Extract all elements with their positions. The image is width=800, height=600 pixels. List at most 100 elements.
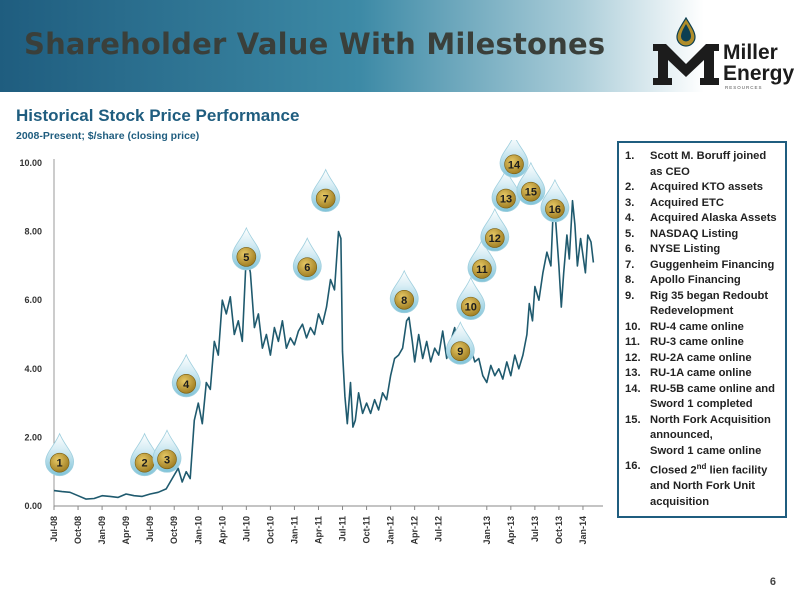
legend-item-text: RU-3 came online <box>650 336 744 348</box>
milestone-coin <box>521 181 541 202</box>
milestone-number: 2 <box>142 458 148 470</box>
legend-item-number: 10. <box>625 320 641 333</box>
milestone-number: 9 <box>457 346 463 358</box>
x-tick-label: Apr-13 <box>506 516 516 545</box>
legend-item: 16. Closed 2nd lien facility and North Fo… <box>625 460 768 508</box>
milestone-coin <box>315 188 336 209</box>
milestone-coin <box>545 199 565 219</box>
milestone-number: 16 <box>549 204 561 216</box>
legend-item-text: Acquired KTO assets <box>650 181 763 193</box>
logo-drop-icon <box>676 16 696 47</box>
legend-item-text: RU-1A came online <box>650 367 752 379</box>
milestone-marker: 1 <box>45 432 75 477</box>
milestone-marker: 9 <box>445 321 475 365</box>
x-tick-label: Apr-09 <box>121 516 131 545</box>
milestone-number: 13 <box>500 194 512 206</box>
legend-item-text: Guggenheim Financing <box>650 258 775 271</box>
y-tick-label: 2.00 <box>24 432 42 442</box>
milestone-coin <box>49 452 70 473</box>
legend-item-text: Scott M. Boruff joined as CEO <box>650 150 767 178</box>
legend-item-number: 5. <box>625 227 635 240</box>
x-tick-label: Jul-08 <box>49 516 59 542</box>
milestone-marker: 13 <box>491 168 521 212</box>
legend-item-text: NYSE Listing <box>650 243 721 255</box>
milestone-number: 1 <box>57 458 63 470</box>
milestone-marker: 15 <box>516 161 546 206</box>
chart-subnote: 2008-Present; $/share (closing price) <box>16 130 200 142</box>
legend-item: 8. Apollo Financing <box>625 273 781 289</box>
milestone-number: 10 <box>465 302 477 314</box>
x-tick-label: Jan-14 <box>578 516 588 545</box>
milestone-marker: 12 <box>480 207 510 252</box>
legend-item-text: Acquired ETC <box>650 196 724 209</box>
legend-item: 15. North Fork Acquisition announced, Swor… <box>625 413 781 460</box>
legend-item-number: 6. <box>625 243 635 255</box>
x-tick-label: Oct-10 <box>265 516 275 544</box>
milestone-number: 5 <box>243 252 249 264</box>
legend-item: 14. RU-5B came online and Sword 1 complet… <box>625 382 781 413</box>
milestone-marker: 7 <box>311 168 341 212</box>
x-tick-label: Oct-09 <box>169 516 179 544</box>
legend-item: 2. Acquired KTO assets <box>625 180 781 196</box>
milestone-number: 8 <box>401 295 407 307</box>
legend-item-number: 16. <box>625 460 641 472</box>
legend-item-number: 8. <box>625 274 635 286</box>
stock-price-chart: 0.00 2.00 4.00 6.00 8.00 10.00 Jul-08 Oct-08 Ja… <box>19 140 603 545</box>
milestone-coin <box>496 188 516 209</box>
legend-list: 1. Scott M. Boruff joined as CEO 2. Acquire… <box>619 143 785 510</box>
legend-item: 11. RU-3 came online <box>625 335 781 351</box>
legend-item-text: Rig 35 began Redoubt Redevelopment <box>650 289 769 318</box>
x-tick-label: Jan-10 <box>193 516 203 545</box>
milestone-marker: 11 <box>467 238 497 283</box>
milestone-marker: 3 <box>152 429 182 473</box>
legend-item-text: Acquired Alaska Assets <box>650 212 777 224</box>
price-line <box>53 199 595 500</box>
legend-item: 13. RU-1A came online <box>625 366 781 382</box>
milestone-number: 3 <box>164 454 170 466</box>
x-axis: Jul-08 Oct-08 Jan-09 Apr-09 Jul-09 Oct-09 Jan-… <box>49 505 603 545</box>
milestone-number: 7 <box>323 194 329 206</box>
legend-superscript: nd <box>696 462 707 471</box>
legend-item-number: 7. <box>625 258 635 271</box>
x-tick-label: Jul-13 <box>530 516 540 542</box>
y-tick-label: 8.00 <box>24 227 42 237</box>
legend-item-number: 15. <box>625 413 641 426</box>
x-tick-label: Jul-10 <box>241 516 251 542</box>
legend-item: 5. NASDAQ Listing <box>625 227 781 243</box>
legend-item-text: North Fork Acquisition announced, <box>650 413 771 442</box>
milestone-marker: 16 <box>540 178 570 223</box>
logo-m-mark <box>653 44 719 85</box>
legend-item-text: RU-5B came online and Sword 1 completed <box>650 382 775 411</box>
legend-item-text: NASDAQ Listing <box>650 227 739 240</box>
milestone-coin <box>394 289 415 310</box>
x-tick-label: Oct-08 <box>73 516 83 544</box>
page-number: 6 <box>769 576 776 588</box>
x-tick-label: Jan-11 <box>289 516 299 544</box>
legend-item-number: 9. <box>625 289 635 302</box>
x-tick-label: Jan-13 <box>482 516 492 545</box>
legend-item-number: 11. <box>625 336 640 348</box>
x-tick-label: Jan-09 <box>97 516 107 545</box>
milestone-coin <box>450 341 471 362</box>
legend-item: 4. Acquired Alaska Assets <box>625 211 781 227</box>
milestone-coin <box>176 374 197 394</box>
legend-item: 1. Scott M. Boruff joined as CEO <box>625 149 781 180</box>
milestone-number: 12 <box>489 233 501 245</box>
milestone-coin <box>236 247 257 267</box>
milestone-coin <box>297 257 318 277</box>
legend-item-number: 13. <box>625 367 641 379</box>
x-tick-label: Jan-12 <box>386 516 396 545</box>
page-title: Shareholder Value With Milestones <box>24 27 606 61</box>
legend-item-number: 3. <box>625 196 635 209</box>
legend-item-number: 4. <box>625 212 635 224</box>
milestone-coin <box>472 259 492 279</box>
milestone-number: 4 <box>183 379 190 391</box>
y-tick-label: 4.00 <box>24 364 42 374</box>
legend-item-number: 1. <box>625 150 635 162</box>
milestone-marker: 6 <box>292 237 322 281</box>
x-tick-label: Apr-10 <box>217 516 227 545</box>
legend-item: 6. NYSE Listing <box>625 242 781 258</box>
legend-item: 12. RU-2A came online <box>625 351 781 367</box>
milestone-marker: 14 <box>499 140 529 178</box>
